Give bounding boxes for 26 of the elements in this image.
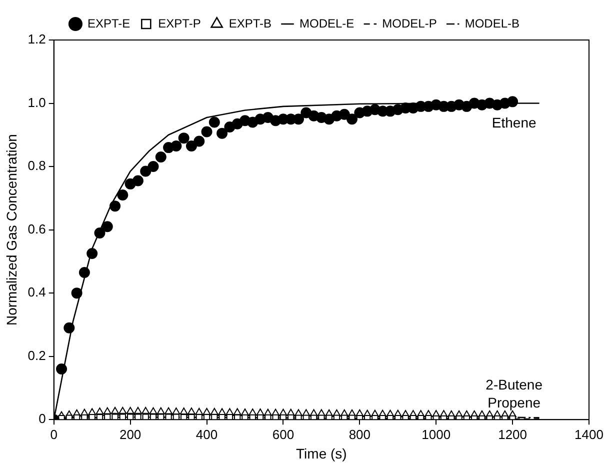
legend-label: EXPT-E: [87, 16, 130, 30]
y-tick-label: 0.4: [28, 284, 46, 300]
annotation: Ethene: [492, 114, 536, 130]
legend-label: MODEL-E: [300, 16, 354, 30]
annotation: 2-Butene: [486, 376, 543, 392]
y-tick-label: 0: [38, 411, 46, 426]
x-tick-label: 1200: [498, 426, 528, 442]
y-tick-label: 0.6: [28, 221, 46, 236]
x-tick-label: 400: [196, 426, 218, 442]
y-tick-label: 0.8: [28, 158, 46, 174]
x-tick-label: 200: [119, 426, 142, 442]
annotation: Propene: [488, 394, 541, 410]
legend-label: MODEL-P: [382, 16, 437, 30]
y-tick-label: 1.0: [28, 94, 46, 110]
x-tick-label: 800: [348, 426, 371, 442]
x-tick-label: 1000: [422, 426, 451, 442]
y-tick-label: 1.2: [28, 32, 46, 47]
legend-label: EXPT-P: [158, 16, 201, 30]
x-tick-label: 1400: [574, 426, 604, 442]
x-tick-label: 600: [272, 426, 294, 442]
y-tick-label: 0.2: [28, 348, 46, 363]
y-axis-title: Normalized Gas Concentration: [3, 134, 20, 326]
legend-label: MODEL-B: [464, 16, 520, 30]
x-tick-label: 0: [50, 426, 58, 442]
legend-label: EXPT-B: [228, 16, 272, 30]
x-axis-title: Time (s): [296, 445, 347, 462]
